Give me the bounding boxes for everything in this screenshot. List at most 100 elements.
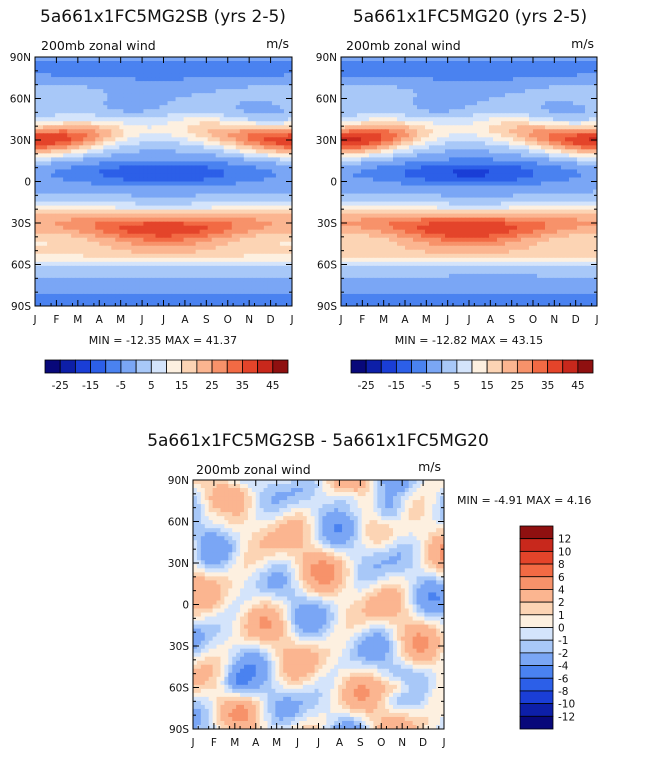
field-cell [271,229,277,235]
field-cell [159,265,165,271]
field-cell [47,209,52,215]
field-cell [59,77,64,82]
field-cell [111,145,116,150]
field-cell [107,253,112,259]
field-cell [255,69,261,74]
field-cell [175,213,181,219]
field-cell [119,185,124,191]
field-cell [345,81,350,86]
field-cell [207,269,213,275]
field-cell [235,65,241,70]
field-cell [167,141,173,146]
field-cell [203,149,209,154]
field-cell [251,181,257,187]
field-cell [421,77,426,82]
field-cell [497,61,502,66]
field-cell [87,113,92,118]
field-cell [39,101,44,106]
field-cell [267,121,273,126]
field-cell [39,205,44,211]
field-cell [203,257,209,263]
field-cell [279,105,285,110]
field-cell [199,253,205,259]
field-cell [275,213,281,219]
field-cell [87,205,92,211]
field-cell [243,89,249,94]
field-cell [35,221,40,227]
field-cell [75,125,80,130]
field-cell [271,73,277,78]
field-cell [473,65,478,70]
field-cell [349,89,354,94]
field-cell [279,141,285,146]
field-cell [63,93,68,98]
field-cell [215,61,221,66]
field-cell [287,93,292,98]
field-cell [183,249,189,255]
field-cell [111,221,116,227]
field-cell [139,173,145,179]
field-cell [187,137,193,142]
field-cell [397,101,402,106]
field-cell [43,81,48,86]
field-cell [123,201,128,207]
field-cell [223,193,229,199]
field-cell [103,185,108,191]
field-cell [115,217,120,223]
field-cell [577,97,582,102]
field-cell [593,97,597,102]
field-cell [223,293,229,299]
field-cell [251,165,257,171]
field-cell [131,273,136,279]
field-cell [87,229,92,235]
field-cell [75,261,80,267]
field-cell [135,157,141,163]
field-cell [147,261,153,267]
field-cell [91,69,96,74]
field-cell [369,73,374,78]
field-cell [283,281,289,287]
field-cell [51,81,56,86]
field-cell [195,101,201,106]
field-cell [283,73,289,78]
field-cell [235,237,241,243]
field-cell [239,129,245,134]
field-cell [219,217,225,223]
field-cell [47,249,52,255]
field-cell [103,57,108,62]
field-cell [255,65,261,70]
field-cell [259,69,265,74]
field-cell [223,301,229,306]
field-cell [175,269,181,275]
field-cell [457,85,462,90]
field-cell [47,181,52,187]
field-cell [99,93,104,98]
field-cell [67,65,72,70]
field-cell [191,137,197,142]
field-cell [529,61,534,66]
field-cell [223,85,229,90]
field-cell [71,213,76,219]
field-cell [211,125,217,130]
field-cell [259,229,265,235]
field-cell [107,145,112,150]
field-cell [79,105,84,110]
field-cell [203,269,209,275]
field-cell [35,157,40,163]
field-cell [287,61,292,66]
field-cell [275,217,281,223]
field-cell [187,121,193,126]
field-cell [47,281,52,287]
field-cell [123,181,128,187]
field-cell [115,289,120,295]
field-cell [175,237,181,243]
field-cell [47,69,52,74]
field-cell [183,237,189,243]
field-cell [63,105,68,110]
field-cell [263,133,269,138]
field-cell [441,73,446,78]
field-cell [271,145,277,150]
field-cell [493,69,498,74]
field-cell [545,97,550,102]
field-cell [219,121,225,126]
